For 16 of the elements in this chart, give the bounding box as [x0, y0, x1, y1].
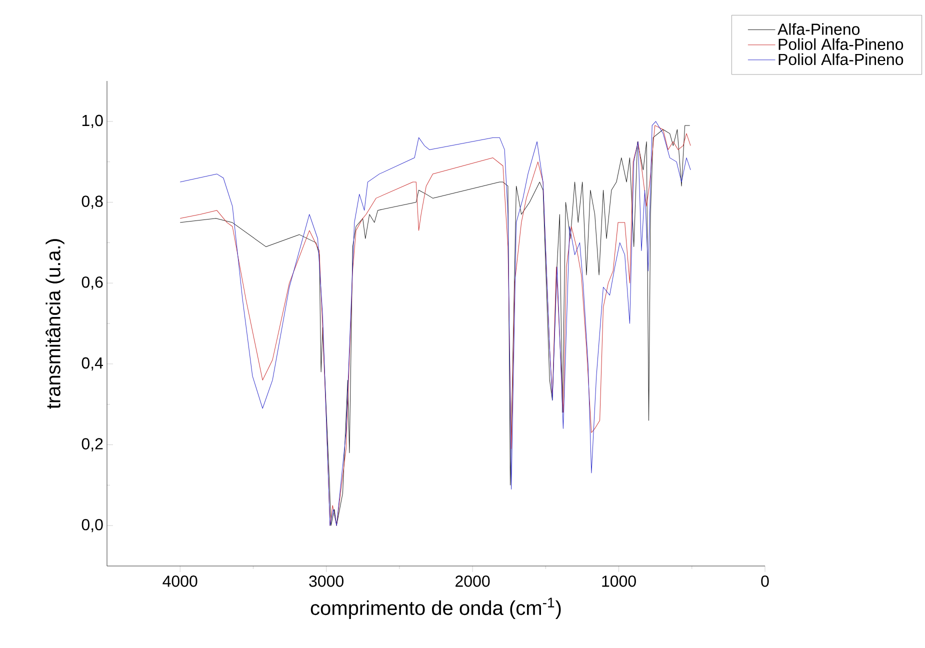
y-tick-label: 0,6: [82, 276, 103, 290]
legend-label: Poliol Alfa-Pineno: [778, 53, 904, 66]
x-axis-title: comprimento de onda (cm$^{-1}$): [310, 598, 561, 620]
legend-label: Poliol Alfa-Pineno: [778, 38, 904, 50]
x-tick-label: 3000: [309, 576, 344, 587]
x-tick-label: 1000: [602, 576, 636, 587]
y-tick-label: 0,2: [82, 438, 103, 452]
legend-label: Alfa-Pineno: [778, 23, 860, 35]
x-tick-label: 4000: [162, 576, 198, 587]
y-tick-label: 0,4: [82, 357, 103, 371]
y-axis-title: transmitância (u.a.): [46, 239, 64, 409]
x-tick-label: 0: [761, 576, 769, 587]
x-tick-label: 2000: [456, 576, 490, 587]
y-tick-label: 0,0: [82, 518, 103, 532]
y-tick-label: 0,8: [82, 196, 103, 209]
y-tick-label: 1,0: [82, 114, 103, 128]
